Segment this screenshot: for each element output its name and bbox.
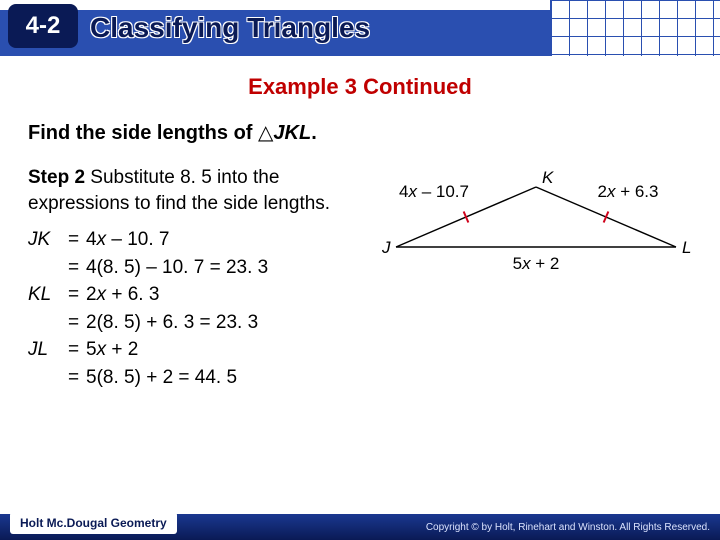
triangle-diagram: J K L 4x – 10.7 2x + 6.3 5x + 2 [376, 167, 696, 287]
equation-expression: 4x – 10. 7 [86, 226, 358, 254]
equation-equals: = [68, 254, 86, 282]
equation-label [28, 364, 68, 392]
prompt-triangle-name: JKL [273, 122, 311, 144]
equation-row: KL=2x + 6. 3 [28, 281, 358, 309]
equation-row: =5(8. 5) + 2 = 44. 5 [28, 364, 358, 392]
equation-equals: = [68, 309, 86, 337]
lesson-number: 4-2 [26, 12, 61, 40]
svg-text:J: J [381, 238, 391, 257]
equation-equals: = [68, 364, 86, 392]
equation-expression: 2(8. 5) + 6. 3 = 23. 3 [86, 309, 358, 337]
footer-bar: Holt Mc.Dougal Geometry Copyright © by H… [0, 514, 720, 540]
equation-expression: 5(8. 5) + 2 = 44. 5 [86, 364, 358, 392]
equation-equals: = [68, 281, 86, 309]
svg-text:4x – 10.7: 4x – 10.7 [399, 182, 469, 201]
footer-copyright: Copyright © by Holt, Rinehart and Winsto… [426, 522, 710, 533]
example-heading: Example 3 Continued [0, 74, 720, 100]
svg-text:K: K [542, 168, 554, 187]
body-columns: Step 2 Substitute 8. 5 into the expressi… [28, 165, 692, 392]
lesson-number-badge: 4-2 [8, 4, 78, 48]
svg-text:5x + 2: 5x + 2 [513, 254, 560, 273]
step-label: Step 2 [28, 167, 85, 188]
equation-row: =4(8. 5) – 10. 7 = 23. 3 [28, 254, 358, 282]
equation-label [28, 254, 68, 282]
content-area: Find the side lengths of △JKL. Step 2 Su… [0, 100, 720, 392]
equation-label: KL [28, 281, 68, 309]
triangle-icon: △ [258, 120, 273, 145]
right-column: J K L 4x – 10.7 2x + 6.3 5x + 2 [376, 165, 696, 392]
equation-row: JL=5x + 2 [28, 336, 358, 364]
prompt-suffix: . [311, 122, 317, 144]
prompt-prefix: Find the side lengths of [28, 122, 258, 144]
equation-expression: 2x + 6. 3 [86, 281, 358, 309]
page-title: Classifying Triangles [90, 12, 370, 44]
equation-label: JL [28, 336, 68, 364]
header-bar: 4-2 Classifying Triangles [0, 0, 720, 56]
svg-text:2x + 6.3: 2x + 6.3 [598, 182, 659, 201]
equation-equals: = [68, 336, 86, 364]
equation-label [28, 309, 68, 337]
equations-block: JK=4x – 10. 7=4(8. 5) – 10. 7 = 23. 3KL=… [28, 226, 358, 391]
equation-expression: 5x + 2 [86, 336, 358, 364]
prompt: Find the side lengths of △JKL. [28, 120, 692, 145]
equation-expression: 4(8. 5) – 10. 7 = 23. 3 [86, 254, 358, 282]
left-column: Step 2 Substitute 8. 5 into the expressi… [28, 165, 358, 392]
equation-row: JK=4x – 10. 7 [28, 226, 358, 254]
step-paragraph: Step 2 Substitute 8. 5 into the expressi… [28, 165, 358, 216]
equation-label: JK [28, 226, 68, 254]
footer-brand: Holt Mc.Dougal Geometry [10, 512, 177, 534]
equation-row: =2(8. 5) + 6. 3 = 23. 3 [28, 309, 358, 337]
equation-equals: = [68, 226, 86, 254]
svg-text:L: L [682, 238, 691, 257]
header-grid-decoration [550, 0, 720, 56]
